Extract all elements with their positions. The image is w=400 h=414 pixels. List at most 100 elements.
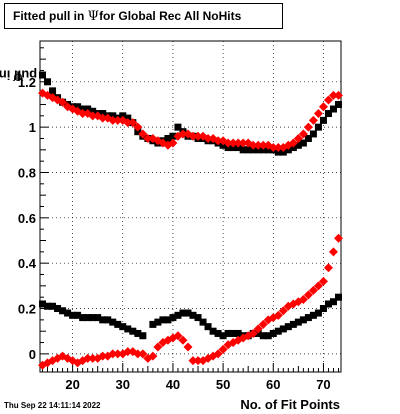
series-1-marker — [323, 95, 333, 105]
series-1-marker — [258, 140, 268, 150]
series-3-marker — [248, 328, 258, 338]
y-tick-label: 0.6 — [18, 211, 36, 226]
series-1-marker — [303, 122, 313, 132]
chart-title: Fitted pull in Ψ for Global Rec All NoHi… — [4, 3, 283, 29]
series-2-marker — [174, 311, 182, 319]
series-2-marker — [264, 332, 272, 340]
series-2-marker — [164, 316, 172, 324]
series-3-marker — [123, 347, 133, 357]
series-0-marker — [79, 105, 87, 113]
series-0-marker — [49, 87, 57, 95]
series-0-marker — [279, 148, 287, 156]
series-3-marker — [218, 344, 228, 354]
series-2-marker — [154, 318, 162, 326]
series-3-marker — [113, 349, 123, 359]
x-tick-label: 70 — [316, 377, 330, 392]
series-3-marker — [303, 290, 313, 300]
series-1-marker — [328, 90, 338, 100]
series-3-marker — [318, 276, 328, 286]
series-2-marker — [139, 332, 147, 340]
series-3-marker — [138, 349, 148, 359]
y-tick-label: 1 — [29, 120, 36, 135]
series-3-marker — [83, 353, 93, 363]
series-2-marker — [114, 320, 122, 328]
series-2-marker — [84, 314, 92, 322]
series-1-marker — [138, 129, 148, 139]
series-3-marker — [333, 233, 343, 243]
series-3-marker — [258, 319, 268, 329]
series-2-marker — [184, 309, 192, 317]
series-0-marker — [334, 100, 342, 108]
y-tick-label: 1.2 — [18, 75, 36, 90]
series-1-marker — [133, 122, 143, 132]
series-1-marker — [288, 138, 298, 148]
series-2-marker — [159, 316, 167, 324]
series-1-marker — [268, 143, 278, 153]
series-1-marker — [298, 129, 308, 139]
series-3-marker — [298, 294, 308, 304]
series-0-marker — [259, 146, 267, 154]
series-2-marker — [279, 325, 287, 333]
series-0-marker — [134, 128, 142, 136]
series-1-marker — [78, 109, 88, 119]
series-1-marker — [313, 109, 323, 119]
series-0-marker — [234, 144, 242, 152]
series-3-marker — [173, 331, 183, 341]
series-2-marker — [324, 300, 332, 308]
series-1-marker — [203, 133, 213, 143]
series-0-marker — [109, 112, 117, 120]
series-2-marker — [314, 309, 322, 317]
series-3-marker — [328, 247, 338, 257]
series-2-marker — [54, 305, 62, 313]
series-0-marker — [84, 105, 92, 113]
series-2-marker — [299, 316, 307, 324]
series-2-marker — [209, 327, 217, 335]
series-2-marker — [104, 316, 112, 324]
series-0-marker — [239, 146, 247, 154]
series-1-marker — [213, 136, 223, 146]
series-2-marker — [134, 329, 142, 337]
series-2-marker — [254, 329, 262, 337]
series-0-marker — [119, 112, 127, 120]
series-2-marker — [49, 302, 57, 310]
series-2-marker — [149, 320, 157, 328]
series-0-marker — [244, 146, 252, 154]
series-2-marker — [59, 307, 67, 315]
series-3-marker — [273, 310, 283, 320]
series-2-marker — [94, 314, 102, 322]
series-2-marker — [289, 320, 297, 328]
x-tick-label: 50 — [216, 377, 230, 392]
series-1-marker — [113, 115, 123, 125]
series-1-marker — [88, 111, 98, 121]
series-1-marker — [248, 140, 258, 150]
series-3-marker — [108, 349, 118, 359]
series-1-marker — [108, 115, 118, 125]
series-3-marker — [213, 349, 223, 359]
series-2-marker — [79, 314, 87, 322]
series-1-marker — [253, 140, 263, 150]
series-1-marker — [188, 131, 198, 141]
title-psi-symbol: Ψ — [87, 8, 100, 24]
series-2-marker — [179, 309, 187, 317]
series-2-marker — [229, 329, 237, 337]
series-0-marker — [74, 103, 82, 111]
y-tick-label: 0.4 — [18, 256, 37, 271]
series-2-marker — [44, 302, 52, 310]
series-0-marker — [224, 144, 232, 152]
series-3-marker — [88, 353, 98, 363]
series-3-marker — [323, 263, 333, 273]
series-0-marker — [219, 141, 227, 149]
series-2-marker — [319, 305, 327, 313]
series-0-marker — [124, 114, 132, 122]
series-2-marker — [224, 329, 232, 337]
series-0-marker — [174, 123, 182, 131]
x-axis-label: No. of Fit Points — [240, 397, 340, 412]
series-2-marker — [129, 327, 137, 335]
series-2-marker — [284, 323, 292, 331]
series-2-marker — [169, 314, 177, 322]
series-0-marker — [319, 116, 327, 124]
series-0-marker — [89, 107, 97, 115]
series-2-marker — [194, 314, 202, 322]
series-1-marker — [128, 118, 138, 128]
